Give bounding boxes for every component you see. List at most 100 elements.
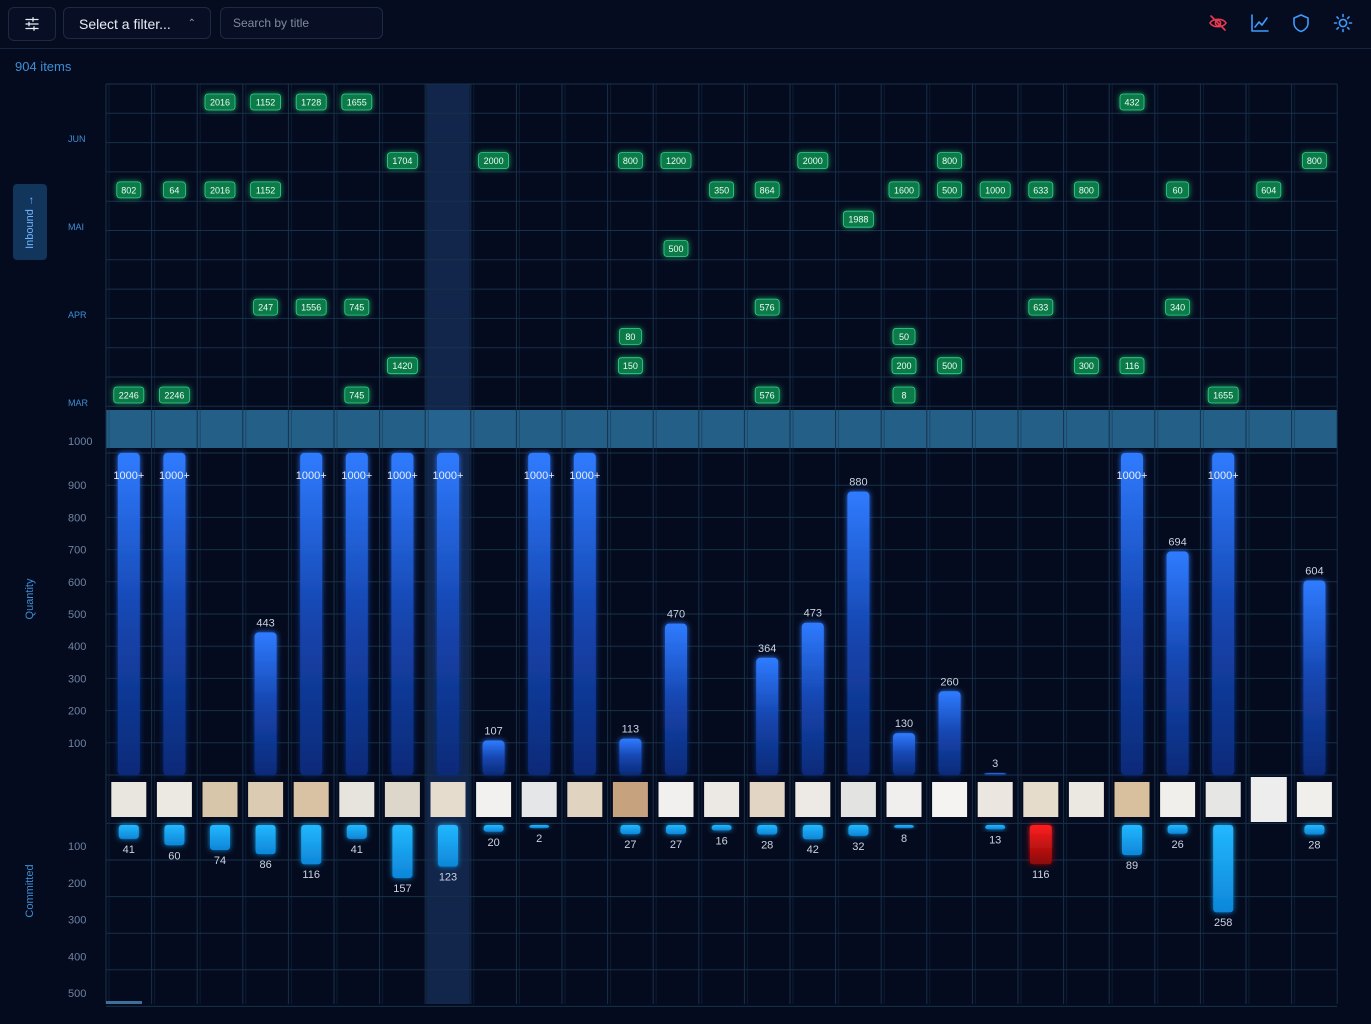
inbound-badge[interactable]: 1200 bbox=[660, 152, 692, 170]
inbound-badge[interactable]: 1420 bbox=[386, 357, 418, 375]
committed-bar[interactable] bbox=[666, 825, 686, 835]
committed-bar[interactable] bbox=[346, 825, 367, 839]
committed-bar[interactable] bbox=[164, 825, 185, 846]
inbound-badge[interactable]: 800 bbox=[1302, 152, 1327, 170]
product-thumbnail[interactable] bbox=[932, 782, 968, 817]
committed-bar[interactable] bbox=[1029, 825, 1052, 865]
product-thumbnail[interactable] bbox=[567, 782, 603, 817]
inbound-badge[interactable]: 2000 bbox=[478, 152, 510, 170]
inbound-badge[interactable]: 576 bbox=[754, 298, 780, 316]
quantity-bar[interactable] bbox=[1212, 453, 1235, 775]
product-thumbnail[interactable] bbox=[384, 782, 420, 817]
quantity-bar[interactable] bbox=[938, 691, 961, 775]
committed-bar[interactable] bbox=[711, 825, 732, 831]
inbound-badge[interactable]: 116 bbox=[1119, 357, 1145, 375]
committed-bar[interactable] bbox=[802, 825, 823, 840]
product-thumbnail[interactable] bbox=[612, 782, 648, 817]
inbound-badge[interactable]: 200 bbox=[891, 357, 917, 375]
quantity-bar[interactable] bbox=[117, 453, 140, 775]
committed-bar[interactable] bbox=[301, 825, 322, 865]
eye-off-icon[interactable] bbox=[1208, 13, 1228, 33]
inbound-badge[interactable]: 2016 bbox=[204, 93, 236, 111]
product-thumbnail[interactable] bbox=[430, 782, 466, 817]
inbound-badge[interactable]: 60 bbox=[1166, 181, 1189, 199]
inbound-badge[interactable]: 1556 bbox=[295, 298, 327, 316]
inbound-badge[interactable]: 1152 bbox=[250, 181, 282, 199]
committed-bar[interactable] bbox=[210, 825, 230, 851]
product-thumbnail[interactable] bbox=[202, 782, 238, 817]
inbound-badge[interactable]: 340 bbox=[1165, 298, 1190, 316]
product-thumbnail[interactable] bbox=[476, 782, 512, 817]
inbound-badge[interactable]: 1152 bbox=[250, 93, 282, 111]
inbound-badge[interactable]: 633 bbox=[1028, 298, 1054, 316]
inbound-badge[interactable]: 1655 bbox=[341, 93, 373, 111]
quantity-bar[interactable] bbox=[665, 623, 687, 775]
product-thumbnail[interactable] bbox=[111, 782, 147, 817]
inbound-badge[interactable]: 864 bbox=[754, 181, 780, 199]
committed-bar[interactable] bbox=[848, 825, 869, 836]
search-input[interactable] bbox=[220, 7, 383, 39]
inbound-badge[interactable]: 800 bbox=[1074, 181, 1099, 199]
quantity-bar[interactable] bbox=[528, 453, 551, 775]
quantity-bar[interactable] bbox=[1121, 453, 1143, 775]
inbound-badge[interactable]: 1655 bbox=[1207, 386, 1239, 404]
product-thumbnail-placeholder[interactable] bbox=[1250, 777, 1287, 822]
product-thumbnail[interactable] bbox=[704, 782, 740, 817]
inbound-badge[interactable]: 1988 bbox=[843, 210, 874, 228]
committed-bar[interactable] bbox=[392, 825, 413, 879]
quantity-bar[interactable] bbox=[847, 491, 870, 775]
inbound-badge[interactable]: 2016 bbox=[204, 181, 236, 199]
quantity-bar[interactable] bbox=[437, 453, 459, 775]
inbound-badge[interactable]: 500 bbox=[663, 240, 689, 257]
inbound-badge[interactable]: 500 bbox=[937, 181, 962, 199]
product-thumbnail[interactable] bbox=[658, 782, 694, 817]
quantity-bar[interactable] bbox=[801, 622, 824, 775]
product-thumbnail[interactable] bbox=[749, 782, 785, 817]
quantity-bar[interactable] bbox=[345, 453, 368, 775]
product-thumbnail[interactable] bbox=[1023, 782, 1059, 817]
quantity-bar[interactable] bbox=[300, 453, 323, 775]
inbound-badge[interactable]: 247 bbox=[253, 298, 279, 316]
committed-bar[interactable] bbox=[529, 825, 550, 828]
quantity-bar[interactable] bbox=[254, 632, 277, 775]
inbound-badge[interactable]: 8 bbox=[892, 386, 916, 404]
inbound-badge[interactable]: 802 bbox=[116, 181, 142, 199]
inbound-badge[interactable]: 604 bbox=[1256, 181, 1282, 199]
inbound-badge[interactable]: 745 bbox=[344, 386, 370, 404]
inbound-badge[interactable]: 150 bbox=[618, 357, 643, 375]
inbound-badge[interactable]: 350 bbox=[709, 181, 734, 199]
product-thumbnail[interactable] bbox=[886, 782, 922, 817]
product-thumbnail[interactable] bbox=[795, 782, 831, 817]
inbound-badge[interactable]: 800 bbox=[937, 152, 962, 170]
line-chart-icon[interactable] bbox=[1250, 13, 1270, 33]
horizontal-scrollbar[interactable] bbox=[106, 1001, 142, 1004]
committed-bar[interactable] bbox=[985, 825, 1006, 830]
committed-bar[interactable] bbox=[894, 825, 914, 828]
product-thumbnail[interactable] bbox=[339, 782, 375, 817]
inbound-badge[interactable]: 2246 bbox=[158, 386, 190, 404]
inbound-badge[interactable]: 633 bbox=[1028, 181, 1054, 199]
sun-icon[interactable] bbox=[1333, 13, 1353, 33]
product-thumbnail[interactable] bbox=[1160, 782, 1196, 817]
inbound-badge[interactable]: 432 bbox=[1119, 93, 1145, 111]
filter-select[interactable]: Select a filter... ⌃︎ bbox=[63, 7, 211, 39]
committed-bar[interactable] bbox=[1213, 825, 1234, 913]
inbound-tab[interactable]: Inbound → bbox=[13, 184, 47, 260]
inbound-badge[interactable]: 745 bbox=[344, 298, 370, 316]
inbound-badge[interactable]: 576 bbox=[754, 386, 780, 404]
quantity-bar[interactable] bbox=[756, 657, 779, 775]
quantity-bar[interactable] bbox=[893, 733, 915, 775]
inbound-badge[interactable]: 1600 bbox=[888, 181, 920, 199]
quantity-bar[interactable] bbox=[391, 453, 414, 775]
inbound-badge[interactable]: 64 bbox=[162, 181, 186, 199]
inbound-badge[interactable]: 2000 bbox=[797, 152, 829, 170]
inbound-badge[interactable]: 2246 bbox=[113, 386, 145, 404]
quantity-bar[interactable] bbox=[482, 740, 505, 775]
inbound-badge[interactable]: 80 bbox=[619, 327, 642, 345]
product-thumbnail[interactable] bbox=[840, 782, 876, 817]
product-thumbnail[interactable] bbox=[1114, 782, 1150, 817]
product-thumbnail[interactable] bbox=[293, 782, 329, 817]
committed-bar[interactable] bbox=[757, 825, 778, 835]
quantity-bar[interactable] bbox=[573, 453, 596, 775]
committed-bar[interactable] bbox=[118, 825, 139, 839]
